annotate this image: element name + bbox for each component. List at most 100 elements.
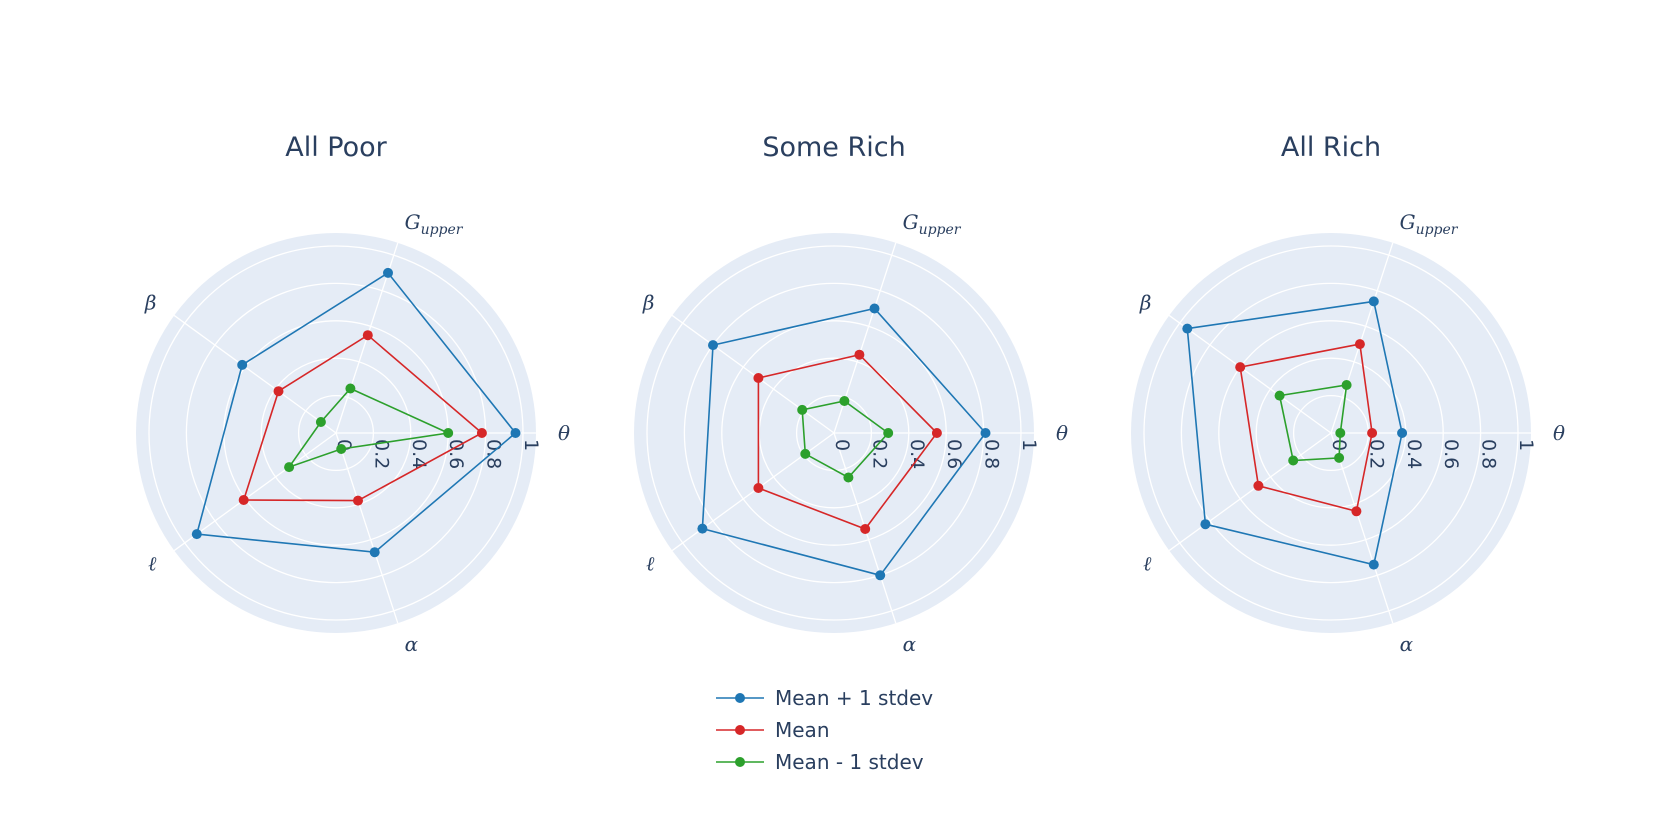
axis-label: β	[642, 291, 655, 315]
data-point[interactable]	[883, 428, 894, 438]
legend-swatch-marker	[735, 725, 745, 735]
data-point[interactable]	[875, 570, 886, 581]
axis-label: ℓ	[646, 551, 655, 575]
axis-label-main: α	[903, 632, 917, 656]
axis-label-main: β	[144, 291, 157, 315]
radial-tick-label: 0.2	[370, 439, 392, 469]
data-point[interactable]	[1368, 559, 1379, 570]
data-point[interactable]	[353, 495, 363, 506]
data-point[interactable]	[843, 472, 854, 483]
axis-label-main: θ	[1553, 421, 1565, 445]
legend-label: Mean	[775, 718, 830, 742]
radial-tick-label: 0.8	[1478, 439, 1500, 469]
data-point[interactable]	[191, 529, 202, 540]
data-point[interactable]	[383, 267, 393, 278]
axis-label-main: ℓ	[148, 551, 157, 575]
radial-tick-label: 0.4	[1403, 439, 1425, 469]
series-line	[242, 334, 484, 502]
axis-label-sub: upper	[1416, 222, 1459, 238]
axis-label-main: β	[1139, 291, 1152, 315]
axis-label: β	[1139, 291, 1152, 315]
legend-swatch-marker	[735, 757, 745, 767]
data-point[interactable]	[1367, 428, 1378, 438]
legend-item[interactable]: Mean - 1 stdev	[716, 750, 924, 774]
data-point[interactable]	[753, 483, 764, 493]
legend-swatch-marker	[735, 693, 745, 703]
series-2	[797, 396, 894, 483]
data-point[interactable]	[1274, 390, 1285, 401]
data-point[interactable]	[1341, 380, 1352, 390]
data-point[interactable]	[797, 404, 808, 415]
data-point[interactable]	[273, 386, 284, 397]
data-point[interactable]	[237, 359, 248, 370]
legend-item[interactable]: Mean + 1 stdev	[716, 686, 933, 710]
series-0	[1182, 296, 1408, 570]
data-point[interactable]	[1253, 480, 1264, 491]
angular-spoke	[335, 432, 399, 624]
chart-title: All Rich	[1281, 132, 1381, 163]
data-point[interactable]	[1335, 428, 1346, 438]
radial-tick-label: 0.2	[868, 439, 890, 469]
data-point[interactable]	[697, 523, 708, 534]
data-point[interactable]	[1288, 455, 1299, 466]
data-point[interactable]	[854, 349, 865, 360]
axis-label-main: G	[1400, 210, 1416, 234]
data-point[interactable]	[510, 428, 521, 438]
data-point[interactable]	[1200, 519, 1211, 530]
series-0	[697, 303, 991, 581]
data-point[interactable]	[708, 340, 718, 351]
axis-label-main: θ	[1056, 421, 1068, 445]
data-point[interactable]	[980, 428, 991, 438]
chart-title: All Poor	[285, 132, 387, 163]
axis-label-main: θ	[558, 421, 570, 445]
angular-spoke	[173, 432, 337, 552]
data-point[interactable]	[345, 383, 356, 394]
data-point[interactable]	[753, 373, 764, 383]
data-point[interactable]	[238, 495, 249, 505]
data-point[interactable]	[336, 444, 347, 454]
data-point[interactable]	[1182, 323, 1193, 334]
data-point[interactable]	[1334, 452, 1345, 463]
radial-tick-label: 0.4	[906, 439, 928, 469]
data-point[interactable]	[869, 303, 880, 314]
axis-label: ℓ	[148, 551, 157, 575]
data-point[interactable]	[315, 417, 326, 427]
data-point[interactable]	[931, 428, 942, 438]
axis-label: Gupper	[1400, 210, 1459, 238]
angular-spoke	[1168, 432, 1332, 552]
series-1	[753, 349, 942, 534]
legend[interactable]: Mean + 1 stdev Mean Mean - 1 stdev	[716, 686, 933, 774]
data-point[interactable]	[284, 462, 295, 473]
series-line	[757, 353, 938, 530]
data-point[interactable]	[1354, 339, 1365, 350]
legend-label: Mean - 1 stdev	[775, 750, 924, 774]
data-point[interactable]	[860, 524, 871, 534]
data-point[interactable]	[839, 396, 850, 406]
data-point[interactable]	[1368, 296, 1379, 307]
series-line	[1239, 343, 1373, 513]
axis-label-main: G	[405, 210, 421, 234]
angular-spoke	[671, 314, 835, 434]
axis-label-sub: upper	[421, 222, 464, 238]
legend-item[interactable]: Mean	[716, 718, 830, 742]
axis-label: Gupper	[405, 210, 464, 238]
radial-tick-label: 0.6	[445, 439, 467, 469]
series-line	[287, 387, 451, 469]
data-point[interactable]	[369, 547, 380, 558]
radial-tick-label: 0.2	[1365, 439, 1387, 469]
radar-chart-1: Some Rich 0 0.2 0.4 0.6 0.8 1 θ Gupper β ℓ α	[634, 132, 1068, 656]
axis-label-main: α	[405, 632, 419, 656]
axis-label: θ	[1056, 421, 1068, 445]
series-2	[1274, 380, 1352, 466]
data-point[interactable]	[1351, 506, 1362, 517]
data-point[interactable]	[443, 428, 454, 438]
data-point[interactable]	[1397, 428, 1408, 438]
radial-tick-label: 0.4	[408, 439, 430, 469]
data-point[interactable]	[362, 330, 373, 341]
axis-label: Gupper	[903, 210, 962, 238]
data-point[interactable]	[1235, 362, 1246, 373]
data-point[interactable]	[800, 448, 811, 459]
data-point[interactable]	[476, 428, 487, 438]
series-2	[284, 383, 454, 473]
